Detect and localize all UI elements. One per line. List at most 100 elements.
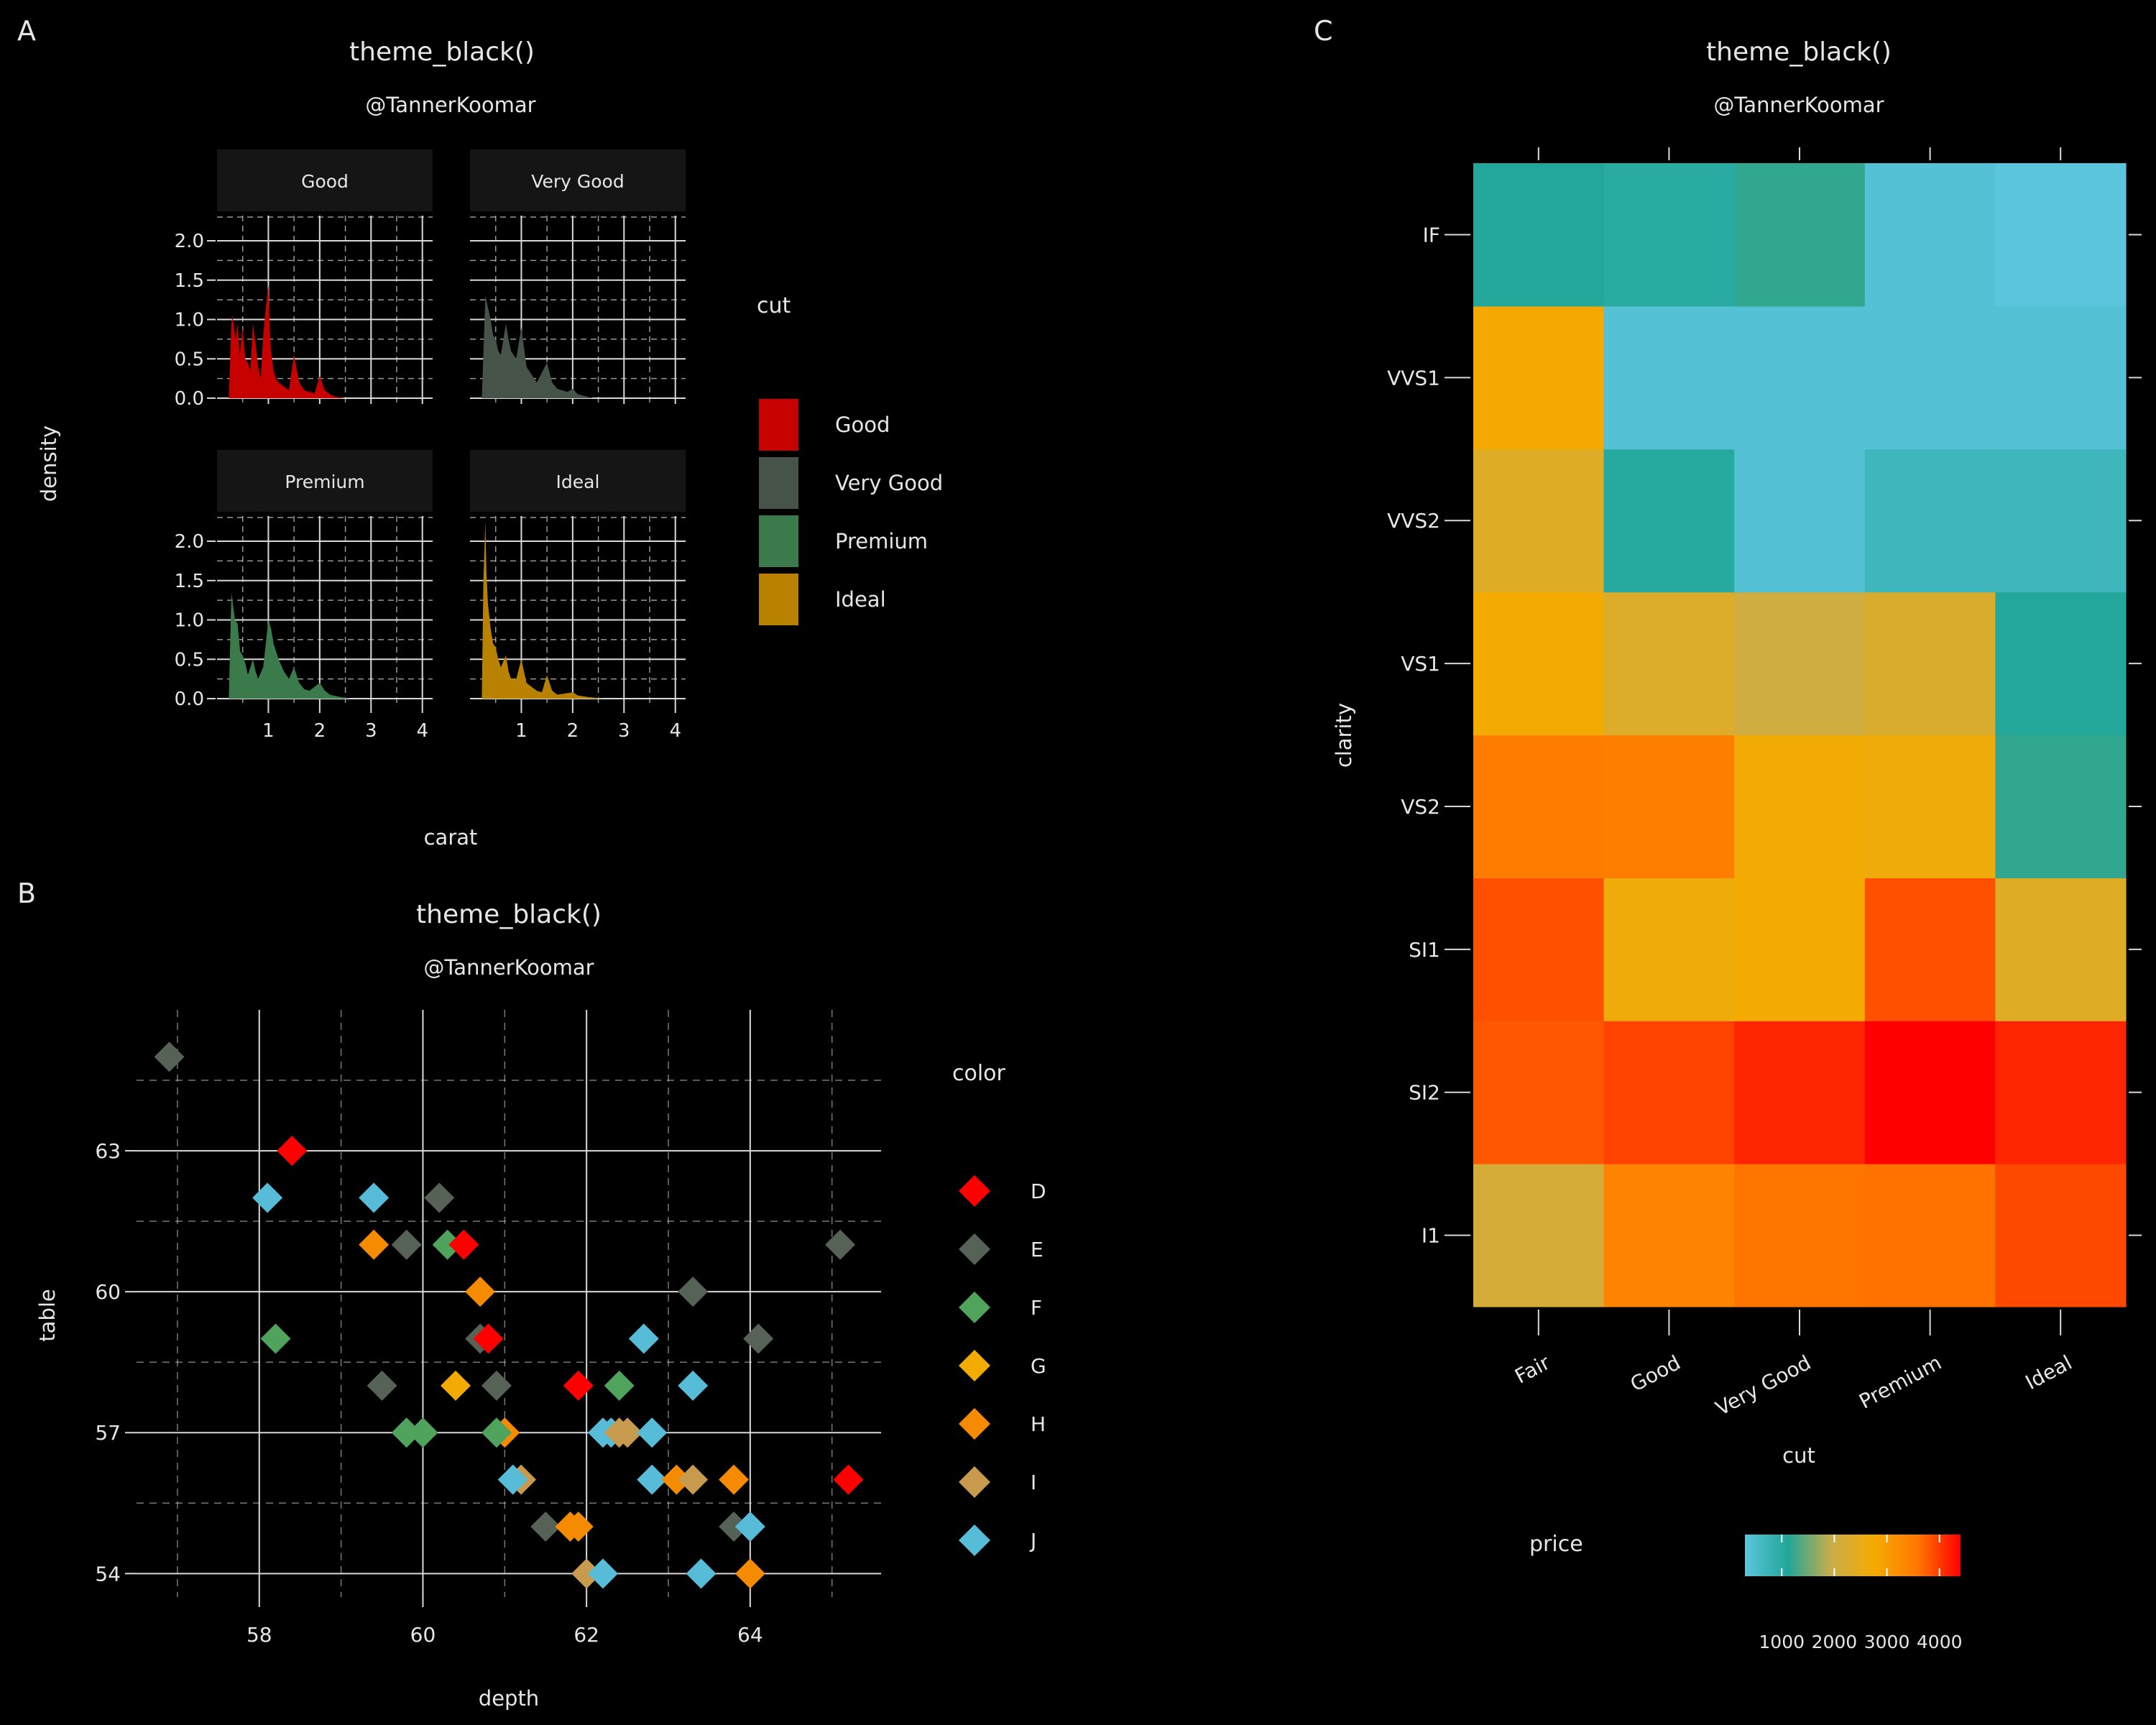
legend-label: I	[1031, 1471, 1036, 1494]
panel-b-title: theme_black()	[416, 900, 602, 929]
panel-a-subtitle: @TannerKoomar	[365, 93, 535, 117]
legend-swatch-ideal	[759, 574, 798, 625]
y-tick-label: 57	[95, 1421, 121, 1445]
data-point	[563, 1511, 594, 1542]
panel-b-tag: B	[17, 878, 36, 909]
heatmap-tile	[1864, 163, 1996, 307]
facet-strip-label: Good	[301, 171, 349, 192]
heatmap-tile	[1734, 305, 1866, 450]
data-point	[277, 1136, 308, 1167]
heatmap-tile	[1734, 448, 1866, 593]
y-tick-label: 0.5	[175, 649, 204, 671]
data-point	[571, 1558, 602, 1589]
data-point	[465, 1276, 496, 1307]
panel-c-tag: C	[1314, 15, 1333, 47]
data-point	[432, 1229, 463, 1260]
x-tick-label: 1	[515, 720, 528, 742]
facet-good: Good 0.0 0.5 1.0 1.5 2.0	[175, 150, 433, 410]
x-tick-label: 64	[737, 1623, 763, 1647]
legend-swatch-very-good	[759, 457, 798, 509]
panel-b-legend: D E F G H I J	[959, 1175, 1046, 1556]
heatmap-tile	[1864, 735, 1996, 878]
heatmap-tile	[1864, 448, 1996, 593]
data-point	[833, 1464, 864, 1495]
data-point	[497, 1464, 528, 1495]
legend-key-d	[959, 1175, 990, 1207]
legend-key-f	[959, 1292, 990, 1323]
data-point	[604, 1370, 635, 1401]
heatmap-tile	[1473, 592, 1605, 736]
heatmap-tile	[1603, 1021, 1735, 1164]
legend-label: Good	[835, 413, 890, 437]
panel-a-ylabel: density	[37, 426, 61, 502]
data-point	[678, 1370, 709, 1401]
y-tick-label: SI2	[1409, 1081, 1440, 1105]
heatmap-tile	[1473, 1021, 1605, 1164]
data-point	[473, 1323, 504, 1354]
y-tick-label: 54	[95, 1562, 121, 1586]
data-point	[637, 1464, 668, 1495]
panel-b-xlabel: depth	[479, 1686, 539, 1711]
y-tick-label: I1	[1422, 1224, 1440, 1248]
facet-premium: Premium 0.0 0.5 1.0 1.5 2.0 1 2 3 4	[175, 450, 433, 742]
data-point	[359, 1182, 390, 1213]
y-tick-label: 1.0	[175, 610, 204, 632]
heatmap-tile	[1864, 592, 1996, 736]
density-area	[229, 284, 346, 398]
facet-very-good: Very Good	[470, 150, 686, 404]
data-point	[367, 1370, 397, 1401]
data-point	[719, 1511, 750, 1542]
legend-label: J	[1029, 1529, 1036, 1552]
heatmap-tile	[1995, 163, 2127, 307]
heatmap-tile	[1473, 163, 1605, 307]
data-point	[678, 1276, 709, 1307]
x-tick-label: 60	[410, 1623, 436, 1647]
panel-c-ylabel: clarity	[1332, 703, 1356, 768]
density-area	[482, 295, 594, 398]
facet-strip-label: Premium	[285, 472, 364, 492]
y-tick-label: 2.0	[175, 531, 204, 553]
data-point	[686, 1558, 717, 1589]
facet-strip-label: Very Good	[531, 171, 624, 192]
panel-a-xlabel: carat	[424, 825, 478, 850]
legend-key-g	[959, 1350, 990, 1381]
panel-c-subtitle: @TannerKoomar	[1713, 93, 1884, 117]
data-point	[260, 1323, 291, 1354]
heatmap-tile	[1603, 448, 1735, 593]
heatmap-tile	[1734, 592, 1866, 736]
data-point	[359, 1229, 390, 1260]
heatmap-tile	[1603, 1164, 1735, 1307]
heatmap-tile	[1473, 878, 1605, 1021]
panel-b: B theme_black() @TannerKoomar table dept…	[17, 878, 1046, 1711]
heatmap-tile	[1603, 305, 1735, 450]
heatmap-tile	[1603, 735, 1735, 878]
panel-a-legend-title: cut	[757, 293, 791, 318]
x-tick-label: 4	[669, 720, 681, 742]
legend-label: D	[1031, 1179, 1046, 1203]
heatmap-tile	[1995, 1164, 2127, 1307]
panel-c-legend: 1000 2000 3000 4000	[1745, 1535, 1963, 1652]
density-area	[229, 592, 351, 699]
x-tick-label: 3	[618, 720, 630, 742]
data-point	[563, 1370, 594, 1401]
panel-b-ylabel: table	[35, 1289, 60, 1341]
y-tick-label: 1.0	[175, 310, 204, 331]
data-point	[661, 1464, 692, 1495]
legend-key-j	[959, 1524, 990, 1556]
y-tick-label: VVS1	[1387, 366, 1440, 390]
data-point	[612, 1417, 643, 1448]
y-tick-label: 63	[95, 1139, 121, 1163]
data-point	[448, 1229, 479, 1260]
data-point	[719, 1464, 750, 1495]
heatmap-tile	[1603, 163, 1735, 307]
legend-swatch-premium	[759, 515, 798, 567]
data-point	[678, 1464, 709, 1495]
heatmap-tile	[1864, 1021, 1996, 1164]
panel-a-facets: Good 0.0 0.5 1.0 1.5 2.0 Very Good Premium 0.0 0.…	[175, 150, 686, 742]
facet-strip-label: Ideal	[556, 472, 600, 492]
data-point	[825, 1229, 856, 1260]
data-point	[391, 1417, 422, 1448]
data-point	[734, 1511, 765, 1542]
heatmap-tile	[1473, 305, 1605, 450]
